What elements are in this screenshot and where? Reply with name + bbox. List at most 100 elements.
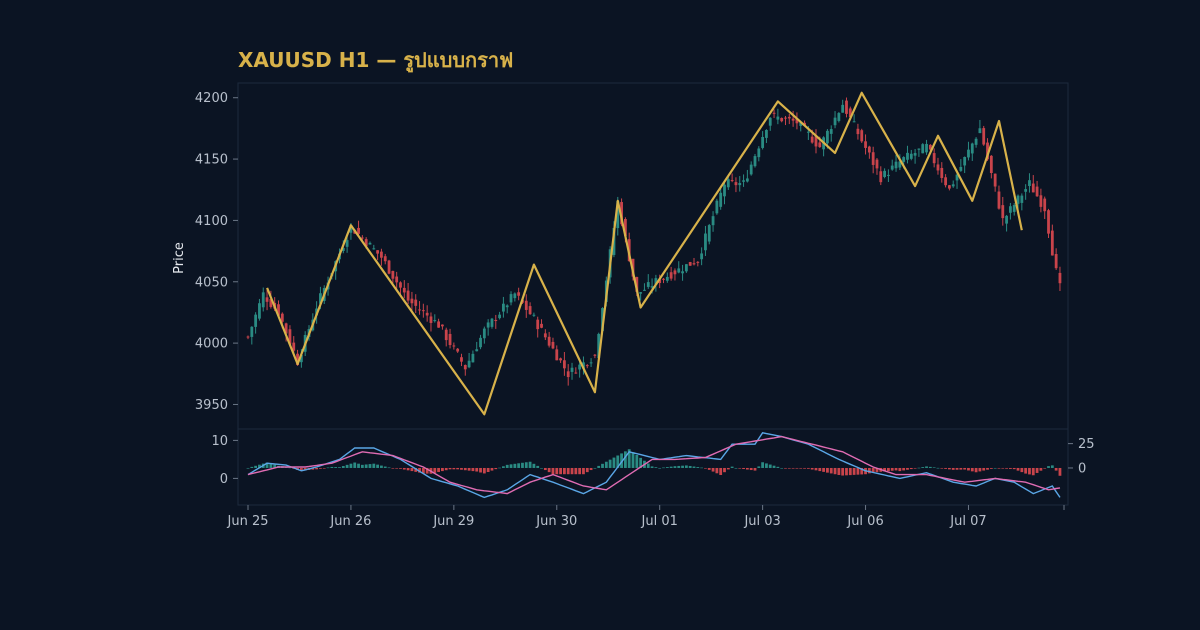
candle-body <box>761 136 765 148</box>
macd-hist-bar <box>806 467 810 469</box>
macd-hist-bar <box>1043 467 1047 469</box>
price-tick-label: 4000 <box>195 337 228 352</box>
candle-body <box>974 138 978 145</box>
candle-body <box>490 318 494 327</box>
candle-body <box>970 143 974 154</box>
macd-hist-bar <box>822 467 826 472</box>
candle-body <box>566 371 570 378</box>
candle-body <box>681 271 684 274</box>
macd-hist-bar <box>349 463 353 468</box>
macd-hist-bar <box>521 462 524 468</box>
macd-hist-bar <box>1047 466 1050 468</box>
macd-hist-bar <box>616 455 620 468</box>
macd-hist-bar <box>448 467 452 470</box>
y-axis-label: Price <box>172 242 187 274</box>
macd-hist-bar <box>684 465 688 468</box>
macd-hist-bar <box>502 466 505 468</box>
macd-hist-bar <box>585 467 589 473</box>
macd-hist-bar <box>761 462 765 468</box>
candle-body <box>765 129 768 138</box>
macd-hist-bar <box>913 467 917 469</box>
macd-hist-bar <box>562 467 566 475</box>
macd-hist-bar <box>757 466 761 468</box>
candle-body <box>852 121 856 123</box>
candle-body <box>246 336 250 338</box>
macd-hist-bar <box>612 457 616 468</box>
macd-hist-bar <box>421 467 425 474</box>
macd-hist-bar <box>745 467 749 470</box>
macd-hist-bar <box>315 467 319 470</box>
macd-hist-bar <box>906 467 909 470</box>
candle-body <box>776 116 780 120</box>
candle-body <box>540 323 543 328</box>
candle-body <box>482 328 486 339</box>
macd-hist-bar <box>517 463 521 468</box>
macd-hist-bar <box>951 467 955 470</box>
macd-hist-bar <box>460 467 463 470</box>
candle-body <box>517 292 521 296</box>
candle-body <box>841 104 845 113</box>
candle-body <box>1012 205 1016 212</box>
macd-hist-bar <box>837 467 841 475</box>
macd-hist-bar <box>829 467 833 474</box>
candle-body <box>719 192 723 207</box>
candle-body <box>585 365 589 367</box>
price-tick-label: 4200 <box>195 91 228 106</box>
candle-body <box>726 179 730 188</box>
x-tick-label: Jun 26 <box>329 514 371 529</box>
macd-hist-bar <box>433 467 437 473</box>
candle-body <box>967 149 970 158</box>
macd-hist-bar <box>479 467 482 473</box>
macd-hist-bar <box>471 467 475 472</box>
macd-hist-bar <box>925 466 928 468</box>
macd-hist-bar <box>482 467 486 474</box>
candle-body <box>936 164 940 171</box>
candle-body <box>623 218 627 237</box>
macd-hist-bar <box>387 467 391 469</box>
macd-hist-bar <box>273 464 277 468</box>
macd-hist-bar <box>818 467 822 472</box>
macd-hist-bar <box>1050 465 1054 468</box>
candle-body <box>997 191 1001 209</box>
macd-hist-bar <box>620 453 623 468</box>
macd-hist-bar <box>574 467 578 475</box>
macd-hist-bar <box>700 467 704 469</box>
candle-body <box>677 268 681 273</box>
candle-body <box>753 156 757 167</box>
macd-hist-bar <box>254 465 258 468</box>
macd-hist-bar <box>909 467 913 470</box>
candle-body <box>1058 272 1062 284</box>
macd-hist-bar <box>1005 467 1008 469</box>
candle-body <box>704 233 707 251</box>
macd-hist-bar <box>551 467 555 475</box>
candle-body <box>280 313 284 322</box>
macd-hist-bar <box>402 467 406 470</box>
macd-hist-bar <box>490 467 494 471</box>
macd-hist-bar <box>665 467 669 468</box>
macd-hist-bar <box>707 467 711 470</box>
macd-hist-bar <box>810 467 814 470</box>
macd-hist-bar <box>597 465 601 468</box>
candle-body <box>951 184 955 187</box>
candle-body <box>768 117 772 126</box>
macd-hist-bar <box>494 467 498 470</box>
candle-body <box>509 294 513 303</box>
candle-body <box>505 305 509 308</box>
candle-body <box>360 237 364 239</box>
macd-hist-bar <box>395 467 399 469</box>
macd-hist-bar <box>658 467 662 469</box>
macd-hist-bar <box>589 467 593 471</box>
macd-hist-bar <box>890 467 894 471</box>
candle-body <box>368 242 372 245</box>
candle-body <box>341 247 345 251</box>
macd-hist-bar <box>681 465 684 468</box>
macd-hist-bar <box>688 465 692 468</box>
macd-hist-bar <box>974 467 978 473</box>
candle-body <box>1035 186 1039 197</box>
candle-body <box>345 240 349 247</box>
macd-hist-bar <box>559 467 562 475</box>
candle-body <box>448 333 452 346</box>
candle-body <box>909 153 913 159</box>
candle-body <box>261 292 265 308</box>
candle-body <box>845 100 848 114</box>
